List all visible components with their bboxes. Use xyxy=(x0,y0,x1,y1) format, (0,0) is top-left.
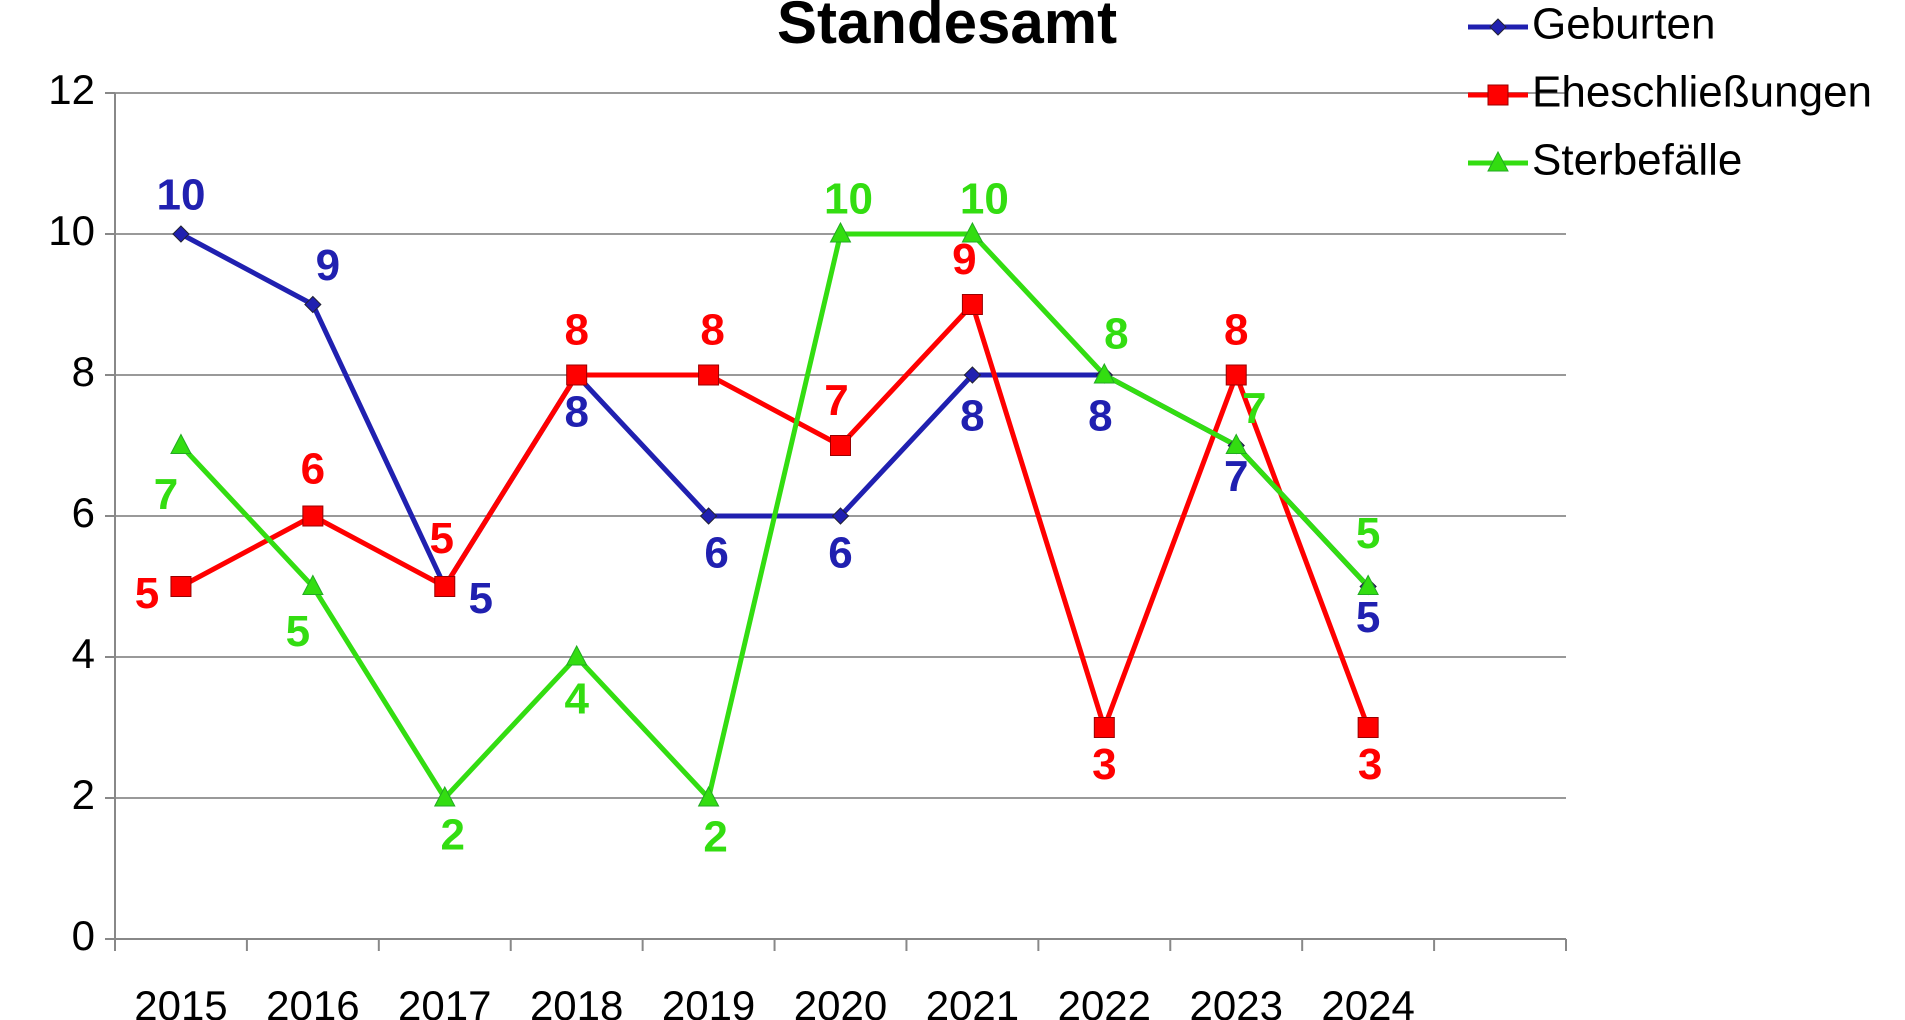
marker xyxy=(961,294,983,315)
y-tick-label: 4 xyxy=(72,630,95,677)
marker xyxy=(1489,18,1507,36)
x-tick-label: 2017 xyxy=(398,982,491,1020)
marker xyxy=(963,366,982,384)
marker xyxy=(566,364,588,386)
marker xyxy=(565,644,588,666)
data-label: 9 xyxy=(952,235,976,284)
data-label: 6 xyxy=(301,445,325,494)
data-label: 5 xyxy=(286,607,310,656)
data-label: 8 xyxy=(1224,306,1248,355)
marker xyxy=(698,364,720,386)
marker xyxy=(961,221,984,243)
series-line xyxy=(179,299,1371,736)
y-tick-label: 8 xyxy=(72,348,95,395)
marker xyxy=(172,225,190,243)
x-tick-label: 2024 xyxy=(1321,982,1414,1020)
data-label: 5 xyxy=(430,514,454,563)
marker xyxy=(1225,433,1248,454)
y-tick-label: 0 xyxy=(72,912,95,959)
marker xyxy=(434,576,456,597)
x-tick-label: 2019 xyxy=(662,982,755,1020)
y-tick-label: 10 xyxy=(48,207,95,254)
data-label: 7 xyxy=(824,376,848,425)
legend-label: Eheschließungen xyxy=(1532,68,1872,117)
y-tick-label: 6 xyxy=(72,489,95,536)
marker xyxy=(697,785,720,807)
marker xyxy=(433,785,456,807)
x-tick-label: 2023 xyxy=(1190,982,1283,1020)
x-tick-label: 2020 xyxy=(794,982,887,1020)
marker xyxy=(302,505,324,527)
marker xyxy=(831,507,850,525)
data-label: 10 xyxy=(960,175,1009,224)
chart-title: Standesamt xyxy=(777,0,1117,56)
x-tick-label: 2015 xyxy=(134,982,227,1020)
x-tick-label: 2016 xyxy=(266,982,359,1020)
marker xyxy=(1357,574,1379,595)
x-tick-label: 2018 xyxy=(530,982,623,1020)
data-label: 5 xyxy=(469,574,493,623)
y-tick-label: 12 xyxy=(48,66,95,113)
data-label: 6 xyxy=(704,529,728,578)
legend-label: Geburten xyxy=(1532,0,1715,49)
marker xyxy=(699,507,718,525)
data-label: 8 xyxy=(564,388,588,437)
x-tick-label: 2021 xyxy=(926,982,1019,1020)
data-label: 7 xyxy=(1242,384,1266,433)
data-label: 6 xyxy=(828,529,852,578)
marker xyxy=(304,295,322,314)
data-label: 5 xyxy=(1356,593,1380,642)
legend-label: Sterbefälle xyxy=(1532,136,1742,185)
y-tick-label: 2 xyxy=(72,771,95,818)
data-label: 8 xyxy=(1104,310,1128,359)
data-label: 10 xyxy=(156,171,205,220)
data-label: 8 xyxy=(960,392,984,441)
data-label: 4 xyxy=(564,675,589,724)
marker xyxy=(170,433,192,454)
data-label: 5 xyxy=(135,569,159,618)
marker xyxy=(1093,362,1116,384)
data-label: 3 xyxy=(1092,740,1116,789)
x-tick-label: 2022 xyxy=(1058,982,1151,1020)
data-label: 2 xyxy=(441,811,465,860)
data-label: 7 xyxy=(154,470,178,519)
data-label: 5 xyxy=(1356,509,1380,558)
marker xyxy=(829,221,852,243)
marker xyxy=(302,574,324,595)
data-label: 2 xyxy=(703,813,727,862)
data-label: 8 xyxy=(1088,392,1112,441)
series-line xyxy=(179,231,1370,804)
data-label: 3 xyxy=(1358,740,1382,789)
marker xyxy=(170,576,192,597)
marker xyxy=(1093,717,1115,738)
marker xyxy=(1487,84,1509,106)
data-label: 8 xyxy=(564,306,588,355)
marker xyxy=(830,435,851,456)
marker xyxy=(1357,717,1379,738)
data-label: 10 xyxy=(824,175,873,224)
data-label: 9 xyxy=(316,241,340,290)
marker xyxy=(1225,364,1247,386)
marker xyxy=(1487,150,1509,172)
data-label: 8 xyxy=(700,306,724,355)
data-label: 7 xyxy=(1224,452,1248,501)
